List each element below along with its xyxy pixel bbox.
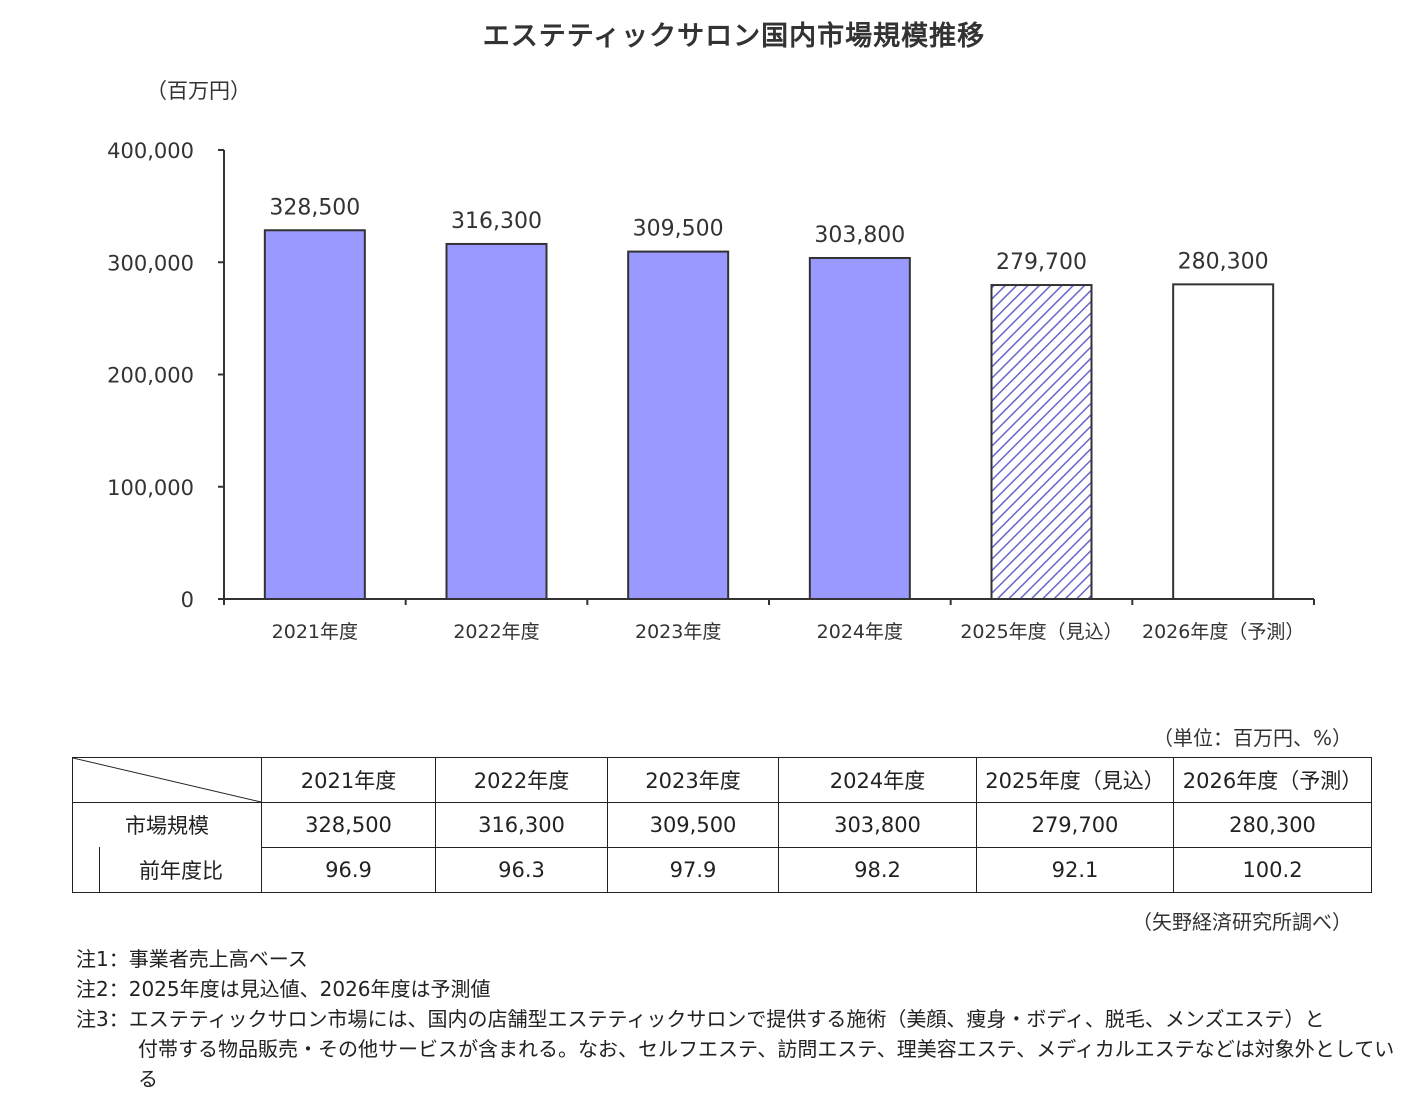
footnotes: 注1：事業者売上高ベース 注2：2025年度は見込値、2026年度は予測値 注3… — [76, 944, 1408, 1094]
table-cell: 98.2 — [778, 847, 977, 893]
x-tick-label: 2022年度 — [453, 621, 539, 643]
source-note: （矢野経済研究所調べ） — [1132, 910, 1352, 934]
table-header-cell: 2024年度 — [778, 757, 977, 803]
bar — [627, 250, 730, 600]
x-tick-label: 2024年度 — [817, 621, 903, 643]
y-tick-label: 200,000 — [107, 364, 194, 388]
table-corner-cell — [72, 757, 262, 803]
x-axis-labels: 2021年度 2022年度 2023年度 2024年度 2025年度（見込） 2026年度… — [272, 621, 1305, 643]
data-label: 280,300 — [1178, 249, 1269, 274]
table-cell: 280,300 — [1173, 802, 1372, 848]
x-tick-label: 2023年度 — [635, 621, 721, 643]
y-axis-unit-label: （百万円） — [146, 79, 251, 103]
y-tick-label: 0 — [181, 588, 194, 612]
table-header-row: 2021年度 2022年度 2023年度 2024年度 2025年度（見込） 2… — [72, 757, 1372, 803]
data-label: 279,700 — [996, 250, 1087, 275]
table-cell: 96.3 — [435, 847, 608, 893]
data-table: 2021年度 2022年度 2023年度 2024年度 2025年度（見込） 2… — [72, 757, 1372, 893]
bar — [445, 242, 548, 600]
table-cell: 92.1 — [976, 847, 1174, 893]
value-labels: 328,500 316,300 309,500 303,800 279,700 280,3… — [269, 195, 1268, 275]
footnote-3-continued: 付帯する物品販売・その他サービスが含まれる。なお、セルフエステ、訪問エステ、理美… — [138, 1037, 1395, 1091]
table-cell: 100.2 — [1173, 847, 1372, 893]
chart-title: エステティックサロン国内市場規模推移 — [482, 21, 986, 52]
footnote-3: 注3：エステティックサロン市場には、国内の店舗型エステティックサロンで提供する施… — [76, 1007, 1325, 1031]
bar — [808, 256, 911, 600]
footnote-2: 注2：2025年度は見込値、2026年度は予測値 — [76, 977, 491, 1001]
table-row-market-size: 市場規模 328,500 316,300 309,500 303,800 279… — [72, 802, 1372, 848]
bar-group — [263, 229, 1275, 600]
bar — [990, 284, 1093, 600]
table-header-cell: 2021年度 — [261, 757, 436, 803]
table-cell: 279,700 — [976, 802, 1174, 848]
bar — [263, 229, 366, 600]
data-label: 328,500 — [269, 195, 360, 220]
data-label: 316,300 — [451, 209, 542, 234]
y-tick-label: 400,000 — [107, 139, 194, 163]
table-cell: 303,800 — [778, 802, 977, 848]
data-label: 303,800 — [814, 223, 905, 248]
table-header-cell: 2025年度（見込） — [976, 757, 1174, 803]
y-tick-label: 100,000 — [107, 476, 194, 500]
x-tick-label: 2021年度 — [272, 621, 358, 643]
table-unit-note: （単位：百万円、%） — [1152, 726, 1352, 750]
table-cell: 328,500 — [261, 802, 436, 848]
table-cell: 97.9 — [607, 847, 779, 893]
bar-chart: （百万円） 0 100,000 200,000 300,000 400,000 328,… — [107, 79, 1315, 643]
data-label: 309,500 — [633, 217, 724, 242]
table-header-cell: 2022年度 — [435, 757, 608, 803]
table-cell: 96.9 — [261, 847, 436, 893]
y-axis-ticks: 0 100,000 200,000 300,000 400,000 — [107, 139, 224, 612]
table-cell: 309,500 — [607, 802, 779, 848]
x-tick-label: 2026年度（予測） — [1142, 621, 1304, 643]
x-tick-label: 2025年度（見込） — [960, 621, 1122, 643]
table-cell: 316,300 — [435, 802, 608, 848]
table-row-yoy: 前年度比 96.9 96.3 97.9 98.2 92.1 100.2 — [72, 846, 1372, 893]
table-header-cell: 2026年度（予測） — [1173, 757, 1372, 803]
bar — [1172, 283, 1275, 600]
y-tick-label: 300,000 — [107, 251, 194, 275]
chart-axes — [223, 150, 1315, 605]
table-row-label: 市場規模 — [72, 802, 262, 848]
table-header-cell: 2023年度 — [607, 757, 779, 803]
table-row-label: 前年度比 — [99, 846, 262, 893]
footnote-1: 注1：事業者売上高ベース — [76, 947, 308, 971]
table-row-label-cell: 前年度比 — [72, 846, 262, 893]
